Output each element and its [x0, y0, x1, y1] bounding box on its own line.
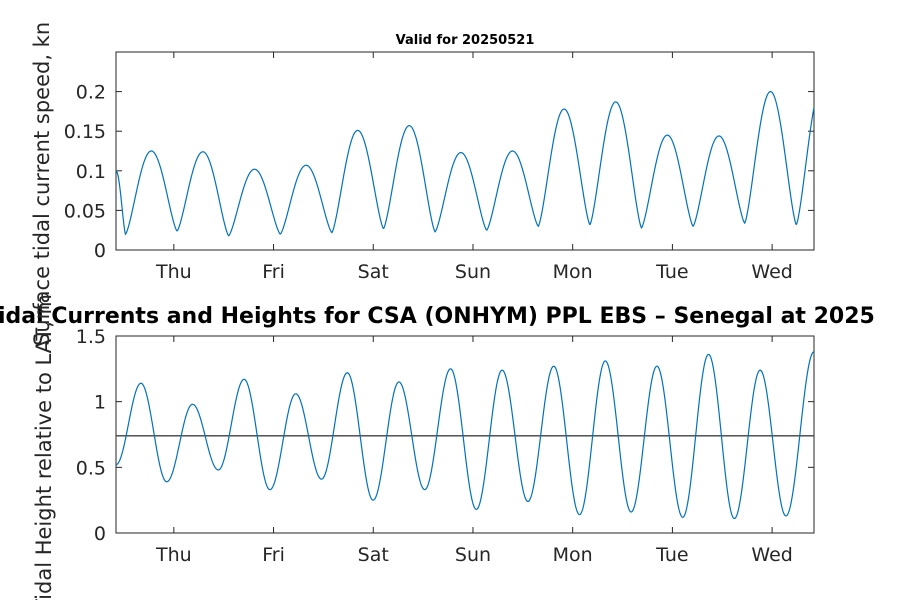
current-speed-title: Valid for 20250521 [396, 33, 535, 48]
current-speed-y-tick-label: 0.1 [76, 161, 106, 183]
tidal-height-y-tick-label: 0 [94, 523, 106, 545]
tidal-height-plot: 0 0.5 1 1.5 Thu Fri Sat Sun Mon Tue Wed [76, 326, 815, 566]
tidal-height-x-tick-label: Sat [358, 544, 389, 566]
current-speed-y-tick-label: 0.05 [64, 200, 106, 222]
current-speed-x-tick-label: Fri [262, 261, 285, 283]
tidal-height-y-tick-label: 0.5 [76, 457, 106, 479]
current-speed-series-line [115, 91, 815, 237]
current-speed-y-tick-label: 0 [94, 240, 106, 262]
tidal-height-y-tick-label: 1.5 [76, 326, 106, 348]
tidal-height-x-tick-label: Tue [655, 544, 688, 566]
tidal-height-y-ticks: 0 0.5 1 1.5 [76, 326, 814, 545]
tidal-height-x-tick-label: Fri [262, 544, 285, 566]
current-speed-y-ticks: 0 0.05 0.1 0.15 0.2 [64, 82, 814, 262]
tidal-height-x-ticks: Thu Fri Sat Sun Mon Tue Wed [155, 336, 793, 566]
tidal-height-x-tick-label: Wed [751, 544, 792, 566]
current-speed-axes-box [115, 51, 815, 251]
current-speed-x-ticks: Thu Fri Sat Sun Mon Tue Wed [155, 52, 793, 283]
tidal-height-axes-box [115, 335, 815, 534]
tidal-height-y-label: Tidal Height relative to LAT, m [32, 294, 56, 600]
current-speed-y-tick-label: 0.15 [64, 121, 106, 143]
current-speed-x-tick-label: Thu [155, 261, 192, 283]
current-speed-y-label: Surface tidal current speed, kn [30, 22, 54, 346]
current-speed-x-tick-label: Tue [655, 261, 688, 283]
tidal-height-series-line [115, 351, 815, 520]
tidal-height-x-tick-label: Thu [155, 544, 192, 566]
tidal-height-x-tick-label: Sun [455, 544, 491, 566]
current-speed-x-tick-label: Sat [358, 261, 389, 283]
tidal-height-y-tick-label: 1 [94, 392, 106, 414]
current-speed-plot: Valid for 20250521 0 0.05 0.1 0.15 0.2 Thu Fr… [64, 33, 815, 283]
tidal-height-x-tick-label: Mon [553, 544, 593, 566]
current-speed-y-tick-label: 0.2 [76, 82, 106, 104]
current-speed-x-tick-label: Wed [751, 261, 792, 283]
current-speed-x-tick-label: Sun [455, 261, 491, 283]
figure-main-title: idal Currents and Heights for CSA (ONHYM… [0, 304, 875, 329]
current-speed-x-tick-label: Mon [553, 261, 593, 283]
